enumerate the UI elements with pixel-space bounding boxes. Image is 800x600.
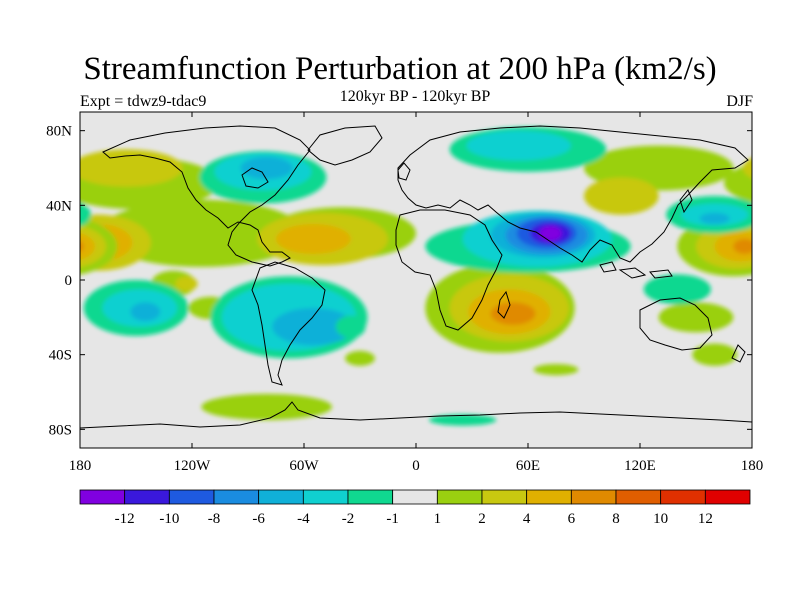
field-region-low-asia-12 bbox=[539, 225, 562, 241]
colorbar-swatch bbox=[258, 489, 304, 505]
colorbar-swatch bbox=[302, 489, 349, 505]
colorbar-swatch bbox=[347, 489, 394, 505]
coast-madagascar bbox=[497, 290, 511, 319]
y-tick-label: 40N bbox=[46, 198, 72, 214]
colorbar-label: -2 bbox=[342, 511, 355, 527]
field-region-small-s-indian bbox=[533, 364, 579, 376]
chart-title: Streamfunction Perturbation at 200 hPa (… bbox=[83, 51, 717, 87]
colorbar-label: 1 bbox=[434, 511, 442, 527]
x-tick-label: 60W bbox=[289, 458, 319, 474]
x-tick-label: 180 bbox=[69, 458, 92, 474]
colorbar-label: -12 bbox=[115, 511, 135, 527]
field-region-high-wpac-6-wrap bbox=[80, 240, 84, 252]
coast-indonesia bbox=[599, 261, 673, 279]
colorbar-swatch bbox=[481, 489, 528, 505]
x-tick-label: 60E bbox=[516, 458, 540, 474]
field-region-low-sa-4 bbox=[272, 308, 355, 346]
colorbar-label: 4 bbox=[523, 511, 531, 527]
coast-antarctica bbox=[80, 401, 752, 429]
field-region-high-saf-6 bbox=[490, 302, 536, 325]
field-region-small-high-epac-2 bbox=[175, 276, 198, 292]
colorbar-label: 2 bbox=[478, 511, 486, 527]
colorbar: -12 -10 -8 -6 -4 -2 -1 1 2 4 6 8 10 12 bbox=[79, 489, 751, 527]
x-tick-label: 120E bbox=[624, 458, 656, 474]
colorbar-label: -6 bbox=[252, 511, 265, 527]
colorbar-swatch bbox=[570, 489, 617, 505]
coast-hudson-bay bbox=[241, 167, 269, 189]
coast-north-america bbox=[102, 125, 311, 267]
field-region-high-aus bbox=[658, 302, 734, 333]
y-tick-label: 0 bbox=[65, 273, 73, 289]
field-region-high-wpac-4-wrap bbox=[80, 232, 95, 260]
colorbar-label: 6 bbox=[568, 511, 576, 527]
coast-eurasia bbox=[397, 125, 749, 263]
y-tick-label: 40S bbox=[49, 348, 72, 364]
field-layer bbox=[80, 112, 752, 448]
colorbar-label: -1 bbox=[386, 511, 399, 527]
coast-britain bbox=[397, 162, 411, 181]
x-tick-label: 0 bbox=[412, 458, 420, 474]
y-tick-label: 80S bbox=[49, 422, 72, 438]
colorbar-label: -10 bbox=[159, 511, 179, 527]
coast-south-america bbox=[251, 261, 326, 386]
colorbar-swatch bbox=[660, 489, 706, 505]
field-region-low-npac-1-wrap bbox=[80, 202, 92, 227]
field-region-high-alaska-wrap bbox=[742, 157, 752, 179]
colorbar-label: -8 bbox=[208, 511, 221, 527]
coast-greenland bbox=[307, 125, 383, 166]
field-region-low-npac-4 bbox=[699, 212, 730, 224]
field-region-high-nz bbox=[692, 343, 738, 366]
colorbar-swatch bbox=[436, 489, 483, 505]
field-region-low-sib-2 bbox=[466, 130, 571, 161]
coast-japan bbox=[679, 189, 693, 214]
coast-africa bbox=[395, 209, 503, 331]
colorbar-swatch bbox=[704, 489, 751, 505]
colorbar-swatch bbox=[615, 489, 662, 505]
x-tick-label: 180 bbox=[741, 458, 764, 474]
field-region-low-sepac-4 bbox=[130, 302, 161, 322]
field-region-low-na-4 bbox=[240, 156, 293, 180]
field-region-high-alaska bbox=[80, 149, 183, 187]
coast-australia bbox=[639, 297, 713, 351]
experiment-label: Expt = tdwz9-tdac9 bbox=[80, 93, 207, 110]
colorbar-label: 8 bbox=[612, 511, 620, 527]
coastlines bbox=[80, 125, 752, 429]
field-region-small-s-atl bbox=[345, 350, 375, 366]
y-tick-label: 80N bbox=[46, 124, 72, 140]
colorbar-swatch bbox=[526, 489, 572, 505]
field-region-low-antarctic bbox=[429, 414, 497, 426]
colorbar-swatch bbox=[124, 489, 170, 505]
colorbar-swatch bbox=[392, 489, 438, 505]
field-region-low-indo bbox=[643, 274, 711, 305]
x-tick-label: 120W bbox=[174, 458, 212, 474]
field-region-high-wpac-6 bbox=[733, 238, 752, 254]
axes: 180 120W 60W 0 60E 120E 180 80N 40N 0 40S 80S bbox=[46, 112, 763, 474]
colorbar-swatch bbox=[168, 489, 215, 505]
field-region-band-epac bbox=[98, 199, 305, 267]
colorbar-swatch bbox=[213, 489, 260, 505]
colorbar-label: -4 bbox=[297, 511, 310, 527]
field-region-small-low-satl bbox=[335, 315, 366, 338]
colorbar-swatch bbox=[79, 489, 126, 505]
period-label: 120kyr BP - 120kyr BP bbox=[339, 88, 491, 105]
field-region-high-atl-4 bbox=[276, 224, 351, 254]
field-region-high-s-ocean bbox=[201, 393, 332, 420]
colorbar-label: 10 bbox=[653, 511, 668, 527]
season-label: DJF bbox=[726, 93, 753, 110]
colorbar-label: 12 bbox=[698, 511, 713, 527]
coast-new-zealand bbox=[731, 344, 746, 363]
field-region-high-asia bbox=[584, 177, 659, 215]
